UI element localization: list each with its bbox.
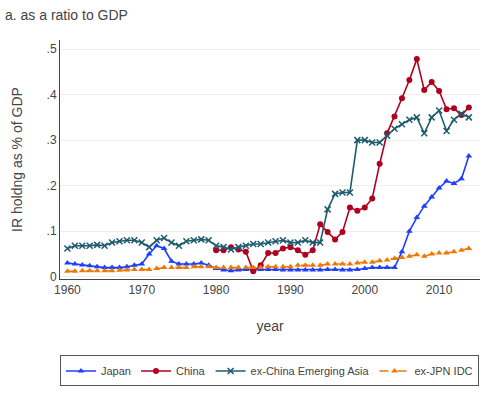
svg-text:2000: 2000 [351,283,378,297]
svg-text:1970: 1970 [128,283,155,297]
svg-text:ex-China Emerging Asia: ex-China Emerging Asia [251,365,370,377]
svg-text:IR holdng as % of GDP: IR holdng as % of GDP [9,87,25,232]
svg-text:.4: .4 [47,88,57,102]
svg-text:ex-JPN IDC: ex-JPN IDC [414,365,472,377]
svg-text:.5: .5 [47,42,57,56]
svg-text:.2: .2 [47,179,57,193]
svg-text:2010: 2010 [426,283,453,297]
svg-text:1980: 1980 [203,283,230,297]
svg-text:1990: 1990 [277,283,304,297]
svg-text:.3: .3 [47,133,57,147]
svg-text:.1: .1 [47,224,57,238]
svg-text:1960: 1960 [54,283,81,297]
svg-text:0: 0 [50,270,57,284]
svg-text:China: China [176,365,206,377]
svg-text:a. as a ratio to GDP: a. as a ratio to GDP [5,7,128,23]
svg-text:Japan: Japan [101,365,131,377]
svg-text:year: year [256,318,284,334]
